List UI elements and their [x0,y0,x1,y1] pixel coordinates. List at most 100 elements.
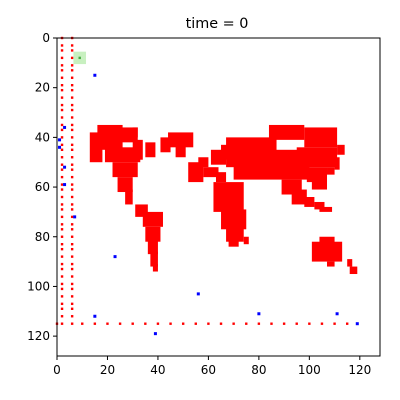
land-block [112,162,138,178]
red-dot [60,208,64,211]
red-dot [60,76,64,79]
red-dot [70,282,74,286]
blue-agent [63,165,67,169]
red-dot [60,163,64,166]
blue-agent [355,322,359,326]
red-dot [70,88,74,92]
x-tick-label: 80 [251,363,266,377]
blue-agent [63,125,67,129]
land-block [150,251,158,267]
red-dot [60,315,64,318]
red-dot [70,267,74,271]
red-dot [60,175,64,179]
red-dot [70,262,74,266]
blue-agent [196,292,200,296]
red-dot [70,215,74,219]
red-dot [70,247,74,251]
land-block [198,157,209,168]
y-tick-label: 120 [27,329,50,343]
land-block [228,236,239,247]
red-dot [70,208,74,211]
land-block [132,127,138,138]
land-block [213,182,244,212]
land-block [319,236,335,247]
land-block [175,144,186,158]
land-block [221,209,247,230]
land-block [132,139,143,160]
red-dot [70,64,74,67]
blue-agent [93,73,97,77]
red-dot [70,108,74,112]
land-block [349,266,358,275]
red-dot [70,235,74,238]
y-tick-label: 20 [35,81,50,95]
red-dot [60,56,64,60]
land-block [215,172,227,183]
red-dot [60,136,64,139]
blue-agent [73,215,77,219]
red-dot [60,203,64,206]
red-dot [70,228,74,231]
red-dot [60,228,64,231]
red-dot [60,84,64,87]
land-block [314,201,325,210]
x-axis: 0 20 40 60 80 100 120 [53,356,371,377]
land-block [168,132,194,148]
land-block [147,239,158,255]
red-dot [70,307,74,310]
blue-agent [113,255,117,259]
red-dot [70,148,74,151]
x-tick-label: 60 [201,363,216,377]
red-dot [60,69,64,72]
x-tick-label: 20 [100,363,115,377]
red-dot [345,322,349,325]
red-dot [60,247,64,251]
red-dot [156,322,160,325]
land-block [319,206,333,212]
red-dot [169,322,172,325]
blue-agent [63,183,67,187]
land-block [304,197,315,207]
land-block [337,144,345,155]
red-dot [70,156,74,159]
land-block [291,189,307,205]
x-tick-label: 100 [298,363,321,377]
land-block [152,264,158,272]
land-block [311,179,328,190]
red-dot [118,322,122,325]
y-tick-label: 40 [35,130,50,144]
y-tick-label: 80 [35,230,50,244]
red-dot [60,143,64,147]
red-dot [70,49,74,52]
chart-title: time = 0 [186,16,249,32]
red-dot [60,188,64,191]
land-block [304,127,338,148]
blue-agent [58,138,62,142]
red-dot [295,322,298,325]
red-dot [70,128,74,132]
red-dot [60,44,64,47]
agent-layer [58,73,359,336]
red-dot [60,168,64,171]
red-dot [60,322,64,325]
land-layer [89,124,358,275]
red-dot [70,287,74,291]
red-dot [70,136,74,139]
y-tick-label: 100 [27,279,50,293]
red-dot [60,103,64,107]
land-block [142,211,163,227]
plot-area [55,36,381,357]
red-dot [81,322,84,325]
land-block [117,177,133,193]
red-dot [60,49,64,52]
land-block [125,189,133,205]
land-block [334,157,340,170]
red-dot [181,322,185,325]
red-dot [60,243,64,246]
red-dot [282,322,286,325]
red-dot [60,235,64,238]
y-axis: 0 20 40 60 80 100 120 [27,31,57,343]
land-block [327,261,335,267]
land-block [145,226,161,242]
